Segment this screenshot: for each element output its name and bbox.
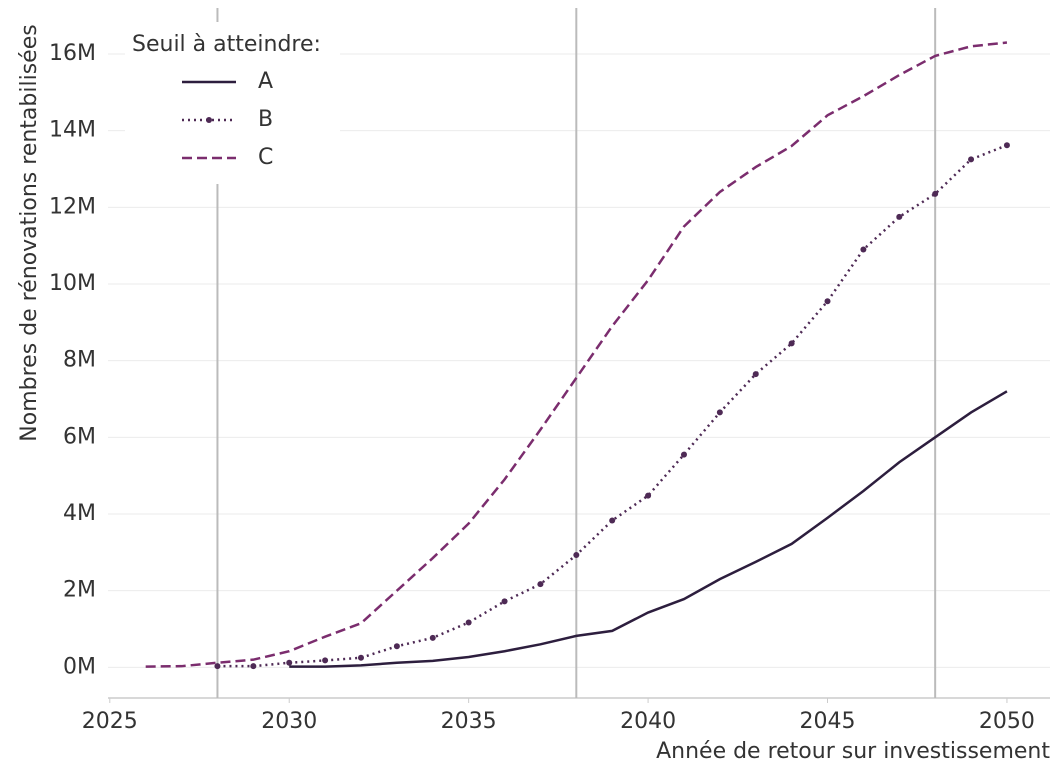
y-tick-label: 12M bbox=[49, 194, 96, 219]
point bbox=[250, 663, 257, 670]
y-tick-label: 16M bbox=[49, 41, 96, 66]
point bbox=[357, 654, 364, 661]
point bbox=[645, 492, 652, 499]
point bbox=[286, 659, 293, 666]
legend-title: Seuil à atteindre: bbox=[132, 32, 321, 57]
y-tick-label: 8M bbox=[63, 348, 96, 373]
point bbox=[429, 634, 436, 641]
y-tick-label: 10M bbox=[49, 271, 96, 296]
x-axis-label: Année de retour sur investissement bbox=[656, 739, 1050, 764]
point bbox=[968, 156, 975, 163]
x-tick-label: 2050 bbox=[979, 709, 1035, 734]
point bbox=[932, 190, 939, 197]
x-tick-label: 2025 bbox=[82, 709, 138, 734]
y-axis-label: Nombres de rénovations rentabilisées bbox=[17, 24, 42, 441]
point bbox=[393, 643, 400, 650]
point bbox=[896, 213, 903, 220]
point bbox=[573, 552, 580, 559]
legend-label: A bbox=[258, 69, 273, 94]
y-tick-label: 4M bbox=[63, 501, 96, 526]
y-tick-label: 2M bbox=[63, 578, 96, 603]
point bbox=[680, 451, 687, 458]
point bbox=[752, 371, 759, 378]
y-tick-label: 0M bbox=[63, 654, 96, 679]
point bbox=[465, 619, 472, 626]
x-tick-label: 2045 bbox=[800, 709, 856, 734]
y-tick-label: 6M bbox=[63, 424, 96, 449]
legend: Seuil à atteindre: ABC bbox=[125, 22, 340, 184]
point bbox=[788, 340, 795, 347]
point bbox=[716, 409, 723, 416]
point bbox=[322, 657, 329, 664]
x-tick-label: 2035 bbox=[441, 709, 497, 734]
point bbox=[1003, 142, 1010, 149]
point bbox=[824, 298, 831, 305]
legend-marker bbox=[206, 117, 212, 123]
x-tick-label: 2030 bbox=[261, 709, 317, 734]
y-tick-label: 14M bbox=[49, 118, 96, 143]
point bbox=[609, 517, 616, 524]
point bbox=[537, 581, 544, 588]
series-line bbox=[145, 41, 1008, 668]
point bbox=[860, 246, 867, 253]
point bbox=[501, 598, 508, 605]
legend-label: C bbox=[258, 145, 273, 170]
series-line bbox=[217, 144, 1008, 668]
point bbox=[214, 663, 221, 670]
series-line bbox=[289, 390, 1008, 668]
legend-label: B bbox=[258, 107, 273, 132]
x-tick-label: 2040 bbox=[620, 709, 676, 734]
